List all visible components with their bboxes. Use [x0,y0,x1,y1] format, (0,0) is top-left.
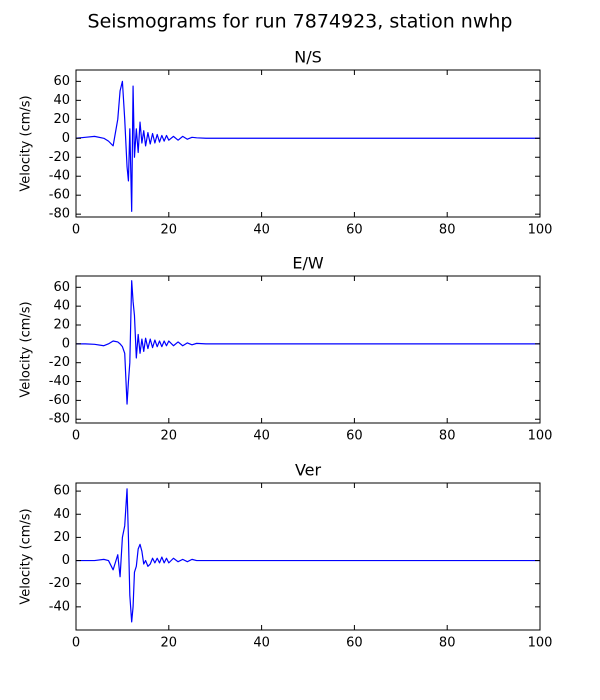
y-tick-label: -60 [49,188,70,203]
x-tick-label: 20 [161,429,178,444]
y-axis-label: Velocity (cm/s) [19,508,34,604]
axes-frame [75,69,541,218]
y-tick-label: -40 [49,599,70,614]
x-tick-label: 20 [161,636,178,651]
seismogram-line [76,280,540,405]
subplot-title: E/W [292,254,324,273]
x-tick-label: 0 [72,429,80,444]
y-tick-label: 60 [53,484,70,499]
y-tick-label: 0 [62,336,70,351]
x-tick-label: 60 [346,636,363,651]
subplot-title: N/S [294,48,322,67]
axes-frame [75,482,541,631]
seismogram-line [76,488,540,623]
x-tick-label: 20 [161,223,178,238]
y-tick-label: -80 [49,412,70,427]
x-tick-label: 0 [72,223,80,238]
x-tick-label: 40 [253,223,270,238]
y-tick-label: 20 [53,318,70,333]
y-tick-label: 40 [53,93,70,108]
x-tick-label: 40 [253,429,270,444]
subplot-title: Ver [295,461,322,480]
y-tick-label: 60 [53,74,70,89]
x-tick-label: 100 [528,429,553,444]
x-tick-label: 0 [72,636,80,651]
y-tick-label: 0 [62,131,70,146]
x-tick-label: 100 [528,636,553,651]
y-tick-label: 40 [53,507,70,522]
seismogram-line [75,80,540,212]
y-tick-label: -20 [49,576,70,591]
axes-frame [75,275,541,424]
y-tick-label: -60 [49,393,70,408]
figure-title: Seismograms for run 7874923, station nwh… [88,11,513,33]
x-tick-label: 80 [439,223,456,238]
x-tick-label: 80 [439,429,456,444]
y-tick-label: 40 [53,299,70,314]
y-tick-label: -80 [49,207,70,222]
x-tick-label: 40 [253,636,270,651]
y-tick-label: 20 [53,530,70,545]
x-tick-label: 80 [439,636,456,651]
x-tick-label: 60 [346,429,363,444]
y-tick-label: 0 [62,553,70,568]
y-tick-label: -20 [49,355,70,370]
y-tick-label: 20 [53,112,70,127]
x-tick-label: 60 [346,223,363,238]
y-axis-label: Velocity (cm/s) [19,301,34,397]
x-tick-label: 100 [528,223,553,238]
y-axis-label: Velocity (cm/s) [19,95,34,191]
y-tick-label: -40 [49,374,70,389]
y-tick-label: 60 [53,280,70,295]
y-tick-label: -40 [49,169,70,184]
y-tick-label: -20 [49,150,70,165]
